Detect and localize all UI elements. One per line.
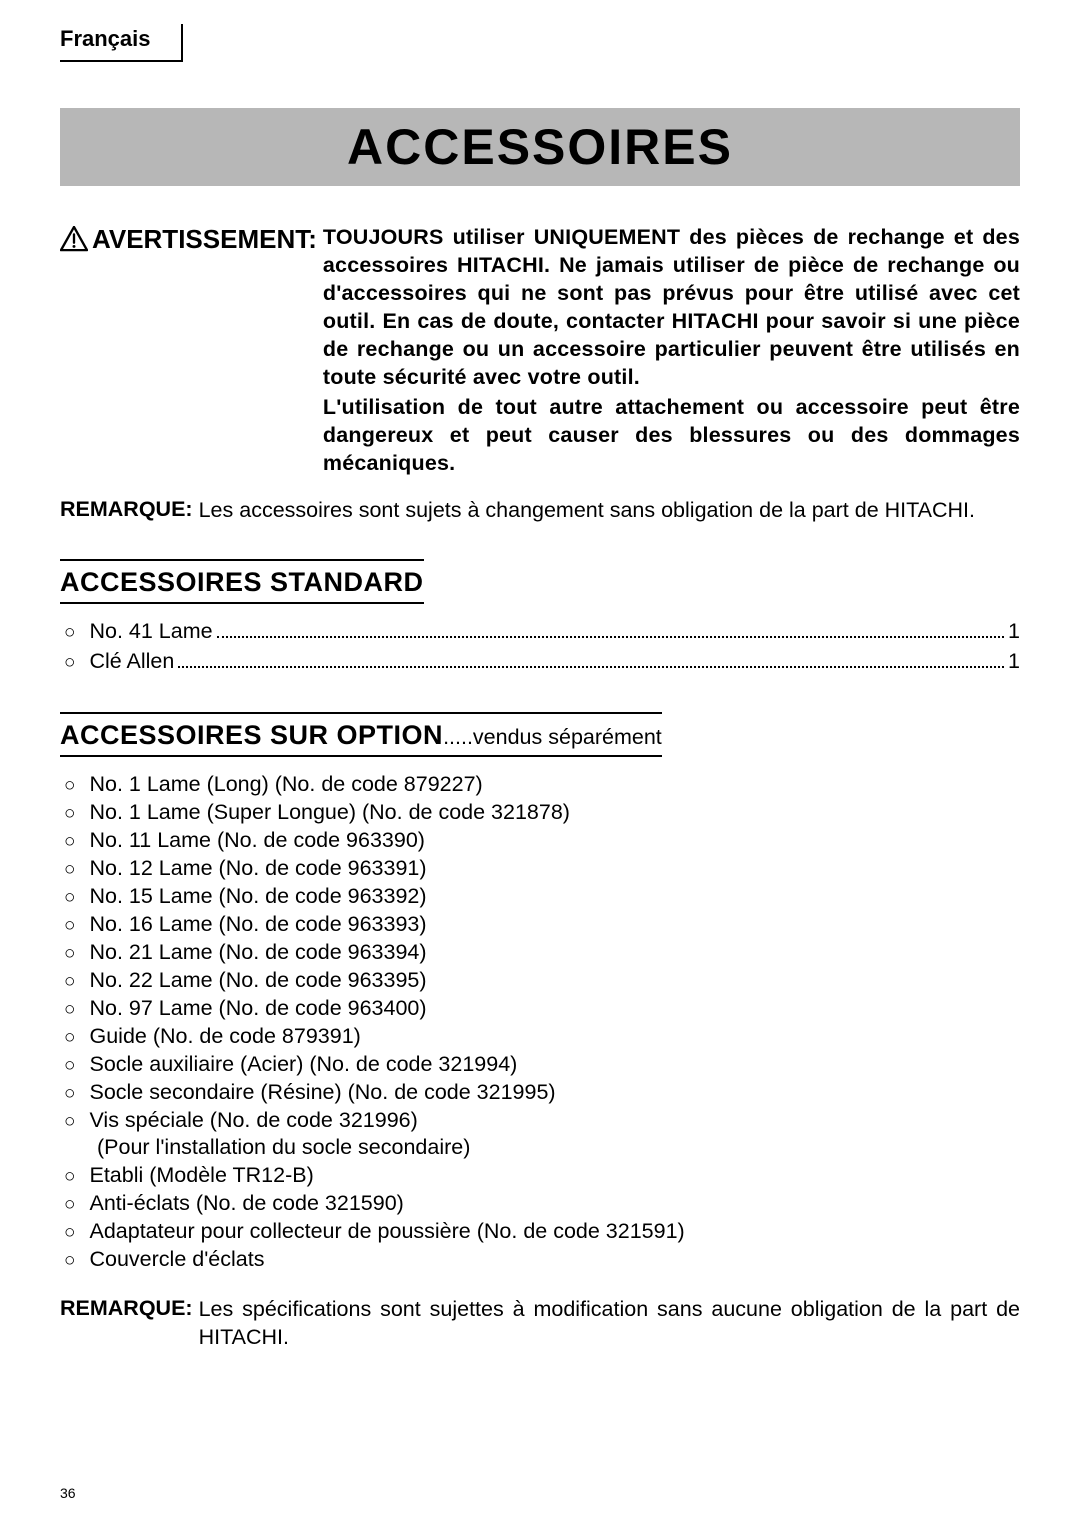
list-item: ○No. 41 Lame 1 <box>60 618 1020 646</box>
bullet-icon: ○ <box>60 1193 89 1218</box>
item-text: No. 22 Lame (No. de code 963395) <box>89 967 426 995</box>
list-item: ○No. 97 Lame (No. de code 963400) <box>60 995 1020 1023</box>
remarque-text-2: Les spécifications sont sujettes à modif… <box>193 1296 1020 1352</box>
language-tab: Français <box>60 24 183 62</box>
remarque-label-2: REMARQUE: <box>60 1296 193 1352</box>
item-text: Guide (No. de code 879391) <box>89 1023 360 1051</box>
list-item: ○Socle secondaire (Résine) (No. de code … <box>60 1079 1020 1107</box>
standard-list: ○No. 41 Lame 1○Clé Allen 1 <box>60 618 1020 676</box>
list-item: ○No. 12 Lame (No. de code 963391) <box>60 855 1020 883</box>
item-qty: 1 <box>1008 648 1020 676</box>
warning-label: AVERTISSEMENT: <box>60 224 323 479</box>
remarque-label-1: REMARQUE: <box>60 497 193 525</box>
warning-para-1: TOUJOURS utiliser UNIQUEMENT des pièces … <box>323 224 1020 392</box>
warning-body: TOUJOURS utiliser UNIQUEMENT des pièces … <box>323 224 1020 479</box>
page-number: 36 <box>60 1485 76 1501</box>
item-qty: 1 <box>1008 618 1020 646</box>
item-text: Adaptateur pour collecteur de poussière … <box>89 1218 684 1246</box>
item-label: Clé Allen <box>89 648 174 676</box>
bullet-icon: ○ <box>60 886 89 911</box>
section-standard-title: ACCESSOIRES STANDARD <box>60 567 424 597</box>
item-text: Couvercle d'éclats <box>89 1246 264 1274</box>
dot-leader <box>217 619 1004 638</box>
list-item: ○Vis spéciale (No. de code 321996) <box>60 1107 1020 1135</box>
item-text: Socle secondaire (Résine) (No. de code 3… <box>89 1079 555 1107</box>
list-item: ○No. 22 Lame (No. de code 963395) <box>60 967 1020 995</box>
warning-block: AVERTISSEMENT: TOUJOURS utiliser UNIQUEM… <box>60 224 1020 479</box>
item-text: No. 97 Lame (No. de code 963400) <box>89 995 426 1023</box>
bullet-icon: ○ <box>60 830 89 855</box>
dot-leader <box>178 649 1004 668</box>
page-container: Français ACCESSOIRES AVERTISSEMENT: TOUJ… <box>0 0 1080 1352</box>
bullet-icon: ○ <box>60 942 89 967</box>
list-item: ○Guide (No. de code 879391) <box>60 1023 1020 1051</box>
list-item-sub: (Pour l'installation du socle secondaire… <box>60 1134 1020 1162</box>
item-text: No. 15 Lame (No. de code 963392) <box>89 883 426 911</box>
bullet-icon: ○ <box>60 774 89 799</box>
list-item: ○No. 15 Lame (No. de code 963392) <box>60 883 1020 911</box>
list-item: ○Adaptateur pour collecteur de poussière… <box>60 1218 1020 1246</box>
item-text: No. 21 Lame (No. de code 963394) <box>89 939 426 967</box>
bullet-icon: ○ <box>60 914 89 939</box>
item-label: No. 41 Lame <box>89 618 212 646</box>
page-title: ACCESSOIRES <box>60 118 1020 176</box>
option-list: ○No. 1 Lame (Long) (No. de code 879227)○… <box>60 771 1020 1274</box>
list-item: ○No. 1 Lame (Super Longue) (No. de code … <box>60 799 1020 827</box>
section-option-suffix: .....vendus séparément <box>443 725 662 749</box>
section-option-title-wrap: ACCESSOIRES SUR OPTION.....vendus séparé… <box>60 712 662 757</box>
item-text: Socle auxiliaire (Acier) (No. de code 32… <box>89 1051 517 1079</box>
list-item: ○No. 21 Lame (No. de code 963394) <box>60 939 1020 967</box>
title-box: ACCESSOIRES <box>60 108 1020 186</box>
item-text: Etabli (Modèle TR12-B) <box>89 1162 313 1190</box>
bullet-icon: ○ <box>60 1221 89 1246</box>
item-text: No. 11 Lame (No. de code 963390) <box>89 827 424 855</box>
list-item: ○Couvercle d'éclats <box>60 1246 1020 1274</box>
list-item: ○Anti-éclats (No. de code 321590) <box>60 1190 1020 1218</box>
item-text: No. 1 Lame (Long) (No. de code 879227) <box>89 771 482 799</box>
bullet-icon: ○ <box>60 970 89 995</box>
item-text: No. 1 Lame (Super Longue) (No. de code 3… <box>89 799 569 827</box>
item-text: No. 12 Lame (No. de code 963391) <box>89 855 426 883</box>
list-item: ○No. 1 Lame (Long) (No. de code 879227) <box>60 771 1020 799</box>
section-option-title: ACCESSOIRES SUR OPTION <box>60 720 443 750</box>
remarque-block-1: REMARQUE: Les accessoires sont sujets à … <box>60 497 1020 525</box>
item-text: No. 16 Lame (No. de code 963393) <box>89 911 426 939</box>
bullet-icon: ○ <box>60 1110 89 1135</box>
bullet-icon: ○ <box>60 651 89 676</box>
warning-icon <box>60 226 88 252</box>
list-item: ○Socle auxiliaire (Acier) (No. de code 3… <box>60 1051 1020 1079</box>
list-item: ○No. 16 Lame (No. de code 963393) <box>60 911 1020 939</box>
list-item: ○Etabli (Modèle TR12-B) <box>60 1162 1020 1190</box>
warning-para-2: L'utilisation de tout autre attachement … <box>323 394 1020 478</box>
list-item: ○Clé Allen 1 <box>60 648 1020 676</box>
bullet-icon: ○ <box>60 998 89 1023</box>
bullet-icon: ○ <box>60 1249 89 1274</box>
list-item: ○No. 11 Lame (No. de code 963390) <box>60 827 1020 855</box>
bullet-icon: ○ <box>60 621 89 646</box>
item-subtext: (Pour l'installation du socle secondaire… <box>60 1134 470 1162</box>
bullet-icon: ○ <box>60 858 89 883</box>
item-text: Vis spéciale (No. de code 321996) <box>89 1107 417 1135</box>
item-text: Anti-éclats (No. de code 321590) <box>89 1190 403 1218</box>
warning-label-text: AVERTISSEMENT: <box>92 224 317 255</box>
section-standard-title-wrap: ACCESSOIRES STANDARD <box>60 559 424 604</box>
bullet-icon: ○ <box>60 1054 89 1079</box>
bullet-icon: ○ <box>60 1082 89 1107</box>
bullet-icon: ○ <box>60 802 89 827</box>
bullet-icon: ○ <box>60 1026 89 1051</box>
remarque-text-1: Les accessoires sont sujets à changement… <box>193 497 975 525</box>
bullet-icon: ○ <box>60 1165 89 1190</box>
remarque-block-2: REMARQUE: Les spécifications sont sujett… <box>60 1296 1020 1352</box>
language-tab-wrap: Français <box>60 24 1020 62</box>
